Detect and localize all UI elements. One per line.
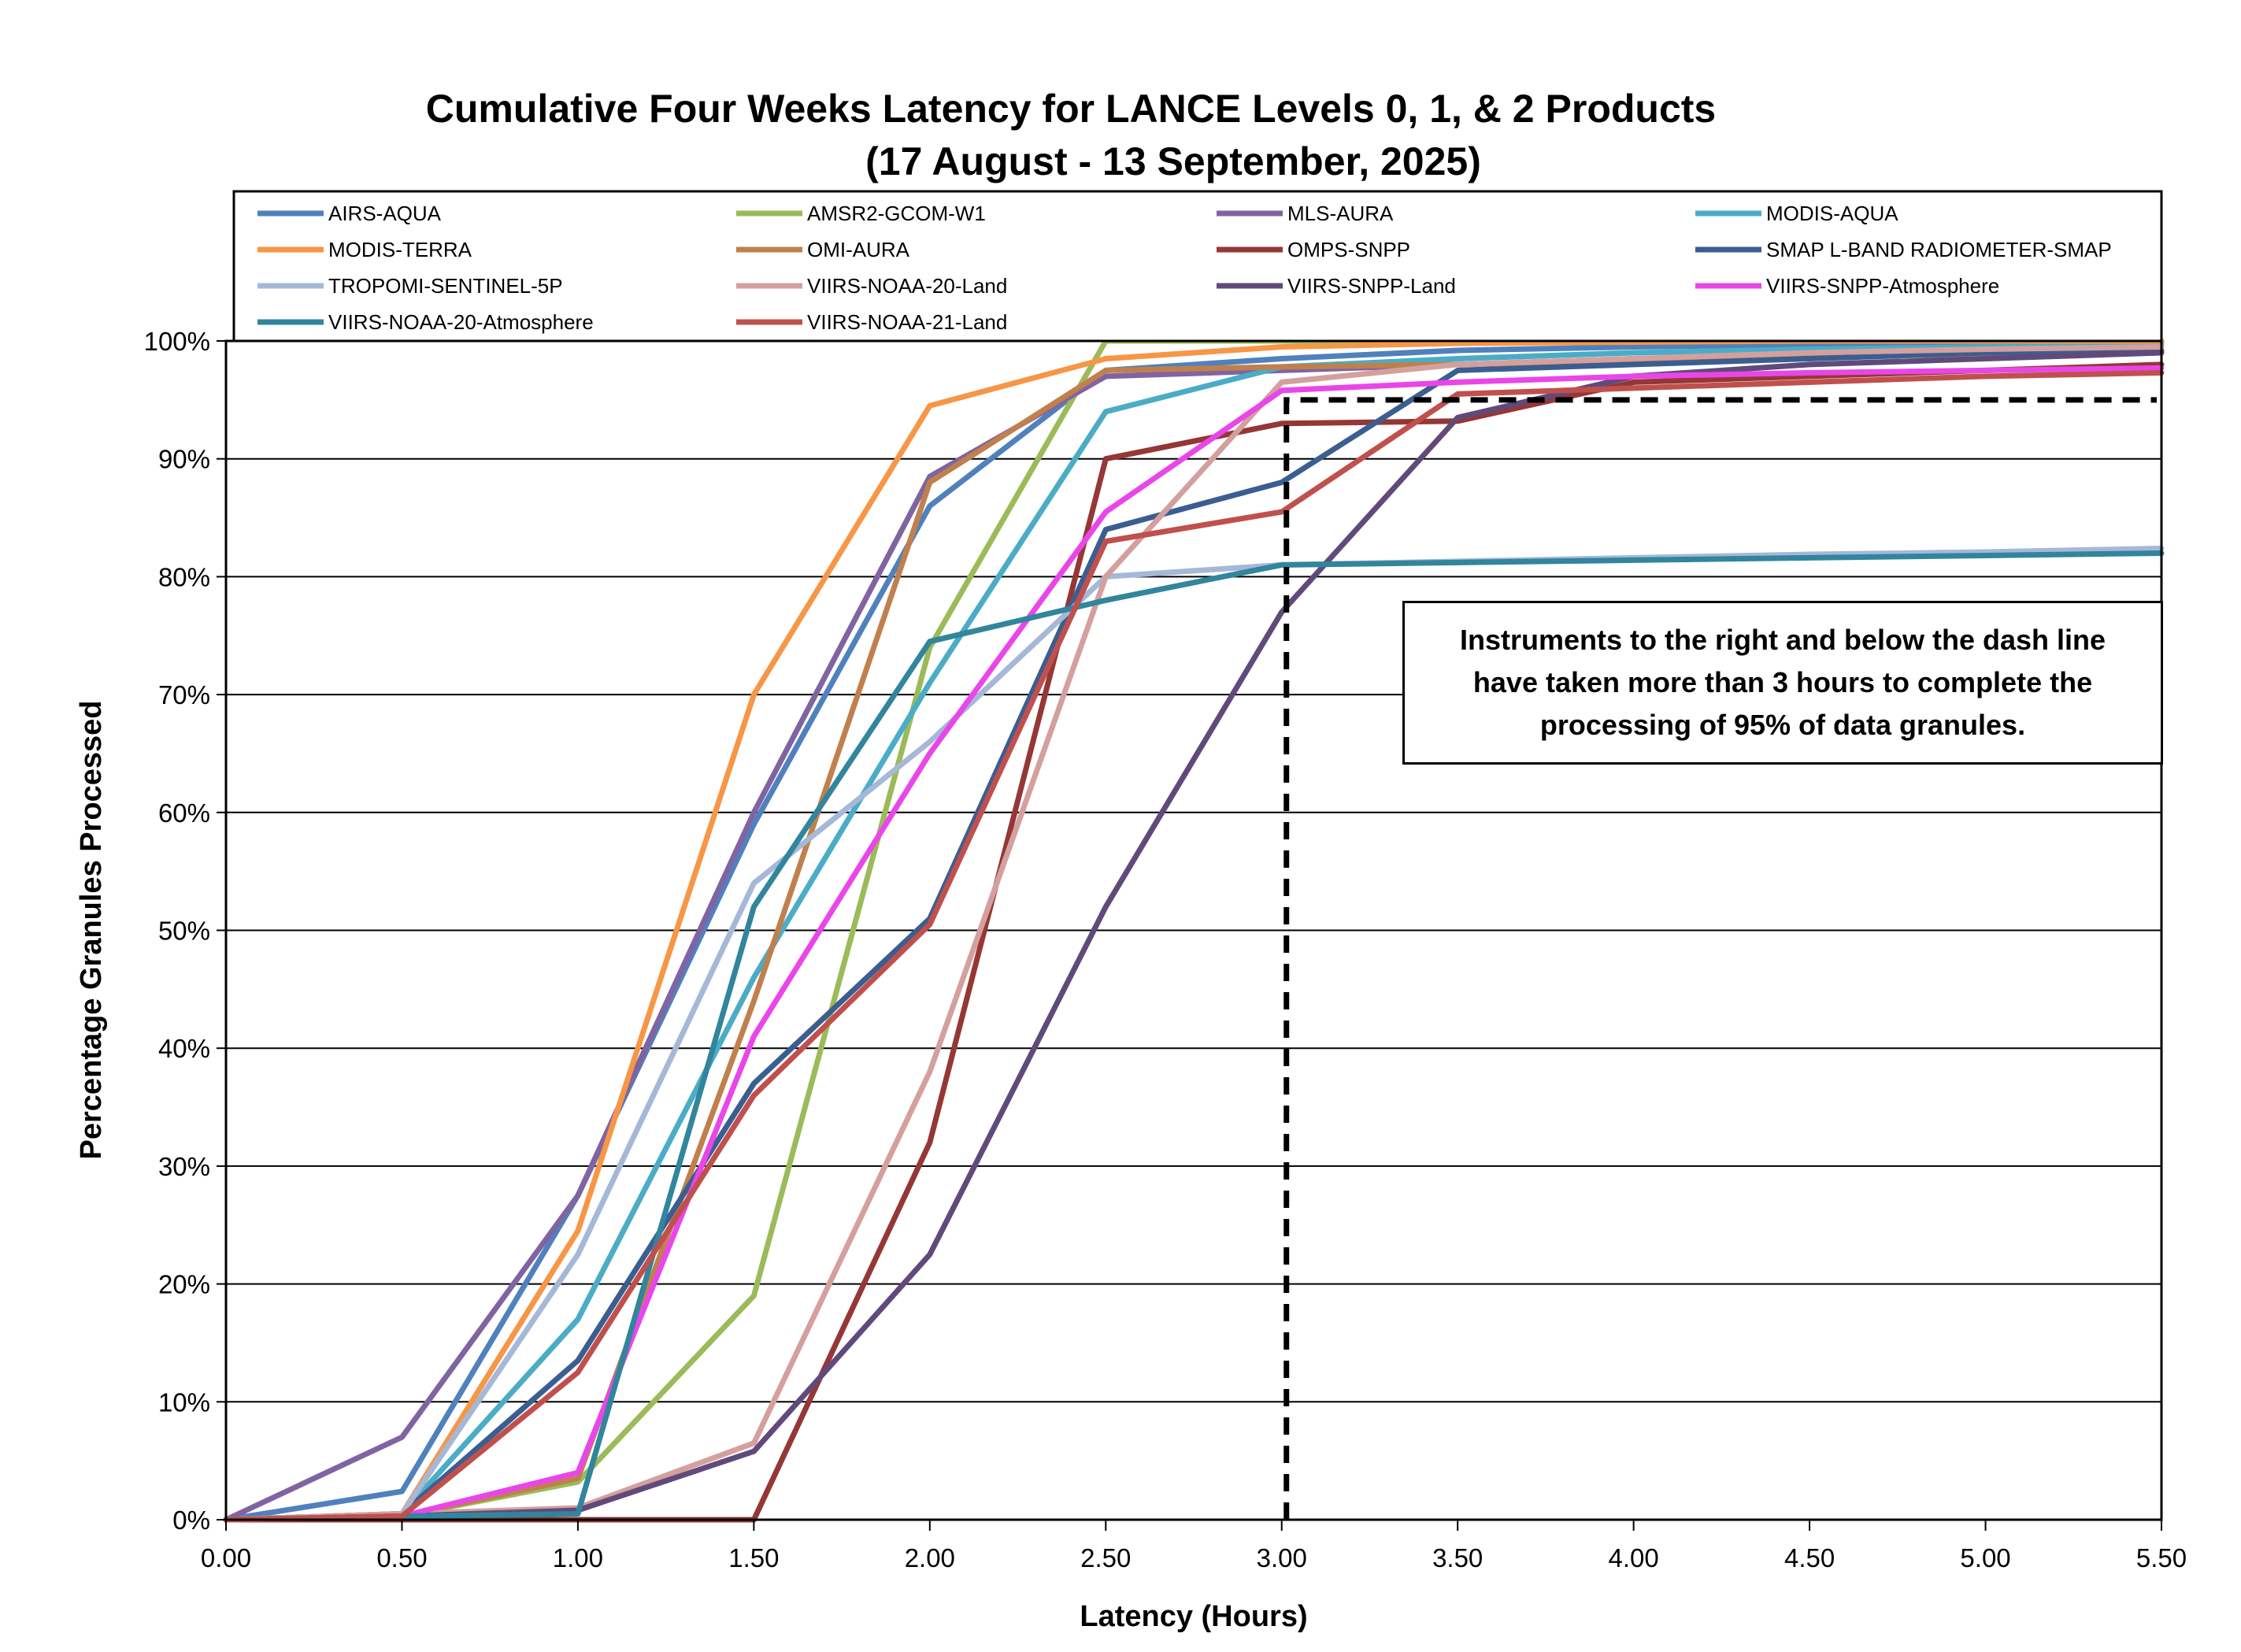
x-tick-label: 3.50 (1432, 1543, 1483, 1572)
legend-label-viirs-noaa-20-land: VIIRS-NOAA-20-Land (807, 274, 1007, 298)
x-tick-label: 4.00 (1609, 1543, 1659, 1572)
threshold-annotation: Instruments to the right and below the d… (1402, 601, 2163, 765)
legend-label-viirs-snpp-atmosphere: VIIRS-SNPP-Atmosphere (1766, 274, 1999, 298)
y-tick-label: 20% (158, 1270, 210, 1299)
legend-label-omi-aura: OMI-AURA (807, 238, 910, 261)
legend-label-viirs-snpp-land: VIIRS-SNPP-Land (1287, 274, 1456, 298)
y-tick-label: 30% (158, 1152, 210, 1181)
legend-box (232, 190, 2163, 343)
y-tick-label: 90% (158, 445, 210, 474)
y-tick-label: 80% (158, 562, 210, 591)
y-tick-label: 50% (158, 917, 210, 946)
y-tick-label: 60% (158, 798, 210, 828)
series-line-smap-l-band-radiometer-smap (223, 347, 2165, 1523)
x-tick-label: 2.50 (1080, 1543, 1131, 1572)
series-line-viirs-noaa-20-atmosphere (223, 550, 2165, 1523)
series-line-airs-aqua (223, 339, 2165, 1523)
legend: AIRS-AQUA AMSR2-GCOM-W1 MLS-AURA MODIS-AQUA… (257, 202, 2112, 334)
y-tick-label: 0% (172, 1506, 210, 1535)
legend-label-viirs-noaa-20-atmosphere: VIIRS-NOAA-20-Atmosphere (328, 310, 594, 334)
x-tick-label: 2.00 (905, 1543, 955, 1572)
x-tick-label: 1.50 (728, 1543, 779, 1572)
legend-label-viirs-noaa-21-land: VIIRS-NOAA-21-Land (807, 310, 1007, 334)
legend-label-amsr2-gcom-w1: AMSR2-GCOM-W1 (807, 202, 986, 225)
x-tick-label: 4.50 (1784, 1543, 1835, 1572)
threshold-dash-line (1283, 397, 2157, 1520)
y-tick-label: 100% (144, 327, 210, 356)
x-axis-ticks: 0.00 0.50 1.00 1.50 2.00 2.50 3.00 3.50 4.00 4.50… (201, 1520, 2187, 1572)
legend-label-mls-aura: MLS-AURA (1287, 202, 1394, 225)
legend-label-modis-terra: MODIS-TERRA (328, 238, 472, 261)
series-line-tropomi-sentinel-5p (223, 546, 2165, 1523)
legend-label-tropomi-sentinel-5p: TROPOMI-SENTINEL-5P (328, 274, 563, 298)
y-tick-label: 40% (158, 1034, 210, 1063)
chart-title: Cumulative Four Weeks Latency for LANCE … (426, 87, 1716, 131)
series-line-viirs-snpp-atmosphere (223, 365, 2165, 1523)
x-tick-label: 0.50 (376, 1543, 427, 1572)
chart-subtitle: (17 August - 13 September, 2025) (865, 139, 1481, 183)
y-tick-label: 70% (158, 680, 210, 709)
legend-label-smap-l-band-radiometer-smap: SMAP L-BAND RADIOMETER-SMAP (1766, 238, 2112, 261)
x-tick-label: 5.50 (2136, 1543, 2187, 1572)
y-axis-ticks: 0% 10% 20% 30% 40% 50% 60% 70% 80% 90% 100% (144, 327, 226, 1535)
series-line-viirs-noaa-21-land (223, 369, 2165, 1523)
series-line-viirs-snpp-land (223, 350, 2165, 1523)
series-line-modis-aqua (223, 343, 2165, 1523)
legend-label-modis-aqua: MODIS-AQUA (1766, 202, 1898, 225)
x-tick-label: 3.00 (1257, 1543, 1307, 1572)
x-axis-label: Latency (Hours) (1080, 1600, 1307, 1633)
y-axis-label: Percentage Granules Processed (75, 701, 108, 1160)
legend-label-airs-aqua: AIRS-AQUA (328, 202, 442, 225)
y-tick-label: 10% (158, 1387, 210, 1417)
x-tick-label: 1.00 (553, 1543, 603, 1572)
legend-label-omps-snpp: OMPS-SNPP (1287, 238, 1410, 261)
x-tick-label: 5.00 (1960, 1543, 2010, 1572)
x-tick-label: 0.00 (201, 1543, 251, 1572)
